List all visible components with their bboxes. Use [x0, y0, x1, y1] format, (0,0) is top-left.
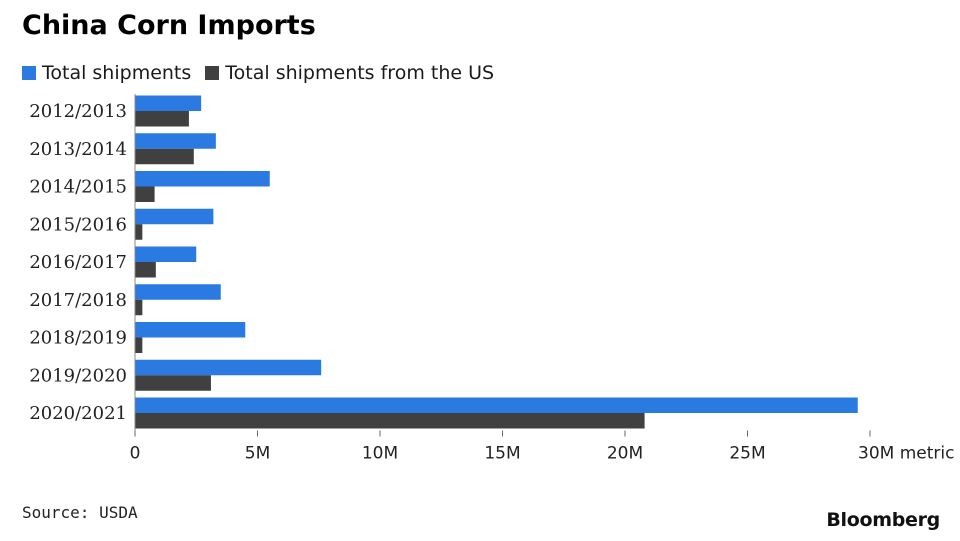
category-label: 2015/2016 [29, 214, 127, 235]
category-label: 2016/2017 [29, 252, 127, 273]
bar-total-shipments [135, 322, 246, 338]
category-label: 2020/2021 [29, 403, 127, 424]
bar-total-shipments [135, 246, 197, 262]
bar-total-shipments [135, 171, 270, 187]
category-label: 2018/2019 [29, 328, 127, 349]
bar-us-shipments [135, 375, 211, 391]
category-label: 2012/2013 [29, 101, 127, 122]
category-label: 2014/2015 [29, 177, 127, 198]
x-tick-label: 5M [245, 444, 270, 464]
category-label: 2013/2014 [29, 139, 127, 160]
bar-total-shipments [135, 133, 216, 149]
bloomberg-logo: Bloomberg [826, 509, 940, 531]
bar-total-shipments [135, 284, 221, 300]
bar-total-shipments [135, 95, 202, 111]
bar-us-shipments [135, 262, 156, 278]
bar-total-shipments [135, 359, 322, 376]
bar-us-shipments [135, 337, 143, 353]
legend-swatch-total-shipments [22, 66, 36, 80]
chart-title: China Corn Imports [22, 10, 316, 41]
legend-label-total-shipments: Total shipments [42, 62, 192, 84]
source-note: Source: USDA [22, 503, 138, 522]
x-tick-label: 25M [729, 444, 765, 464]
legend-label-us-shipments: Total shipments from the US [225, 62, 495, 84]
bar-us-shipments [135, 186, 155, 202]
x-tick-label: 30M metric tons [858, 444, 960, 464]
x-tick-label: 0 [130, 444, 141, 464]
bar-us-shipments [135, 299, 143, 316]
bar-us-shipments [135, 111, 189, 127]
category-label: 2019/2020 [29, 365, 127, 386]
x-tick-label: 20M [607, 444, 643, 464]
legend: Total shipments Total shipments from the… [22, 62, 494, 84]
bar-us-shipments [135, 148, 194, 165]
bar-total-shipments [135, 397, 858, 413]
legend-swatch-us-shipments [205, 66, 220, 80]
bar-us-shipments [135, 224, 143, 240]
x-tick-label: 15M [484, 444, 520, 464]
bar-us-shipments [135, 413, 645, 429]
x-tick-label: 10M [362, 444, 398, 464]
category-label: 2017/2018 [29, 290, 127, 311]
legend-item-us-shipments: Total shipments from the US [205, 62, 494, 84]
bar-total-shipments [135, 208, 214, 225]
legend-item-total-shipments: Total shipments [22, 62, 191, 84]
